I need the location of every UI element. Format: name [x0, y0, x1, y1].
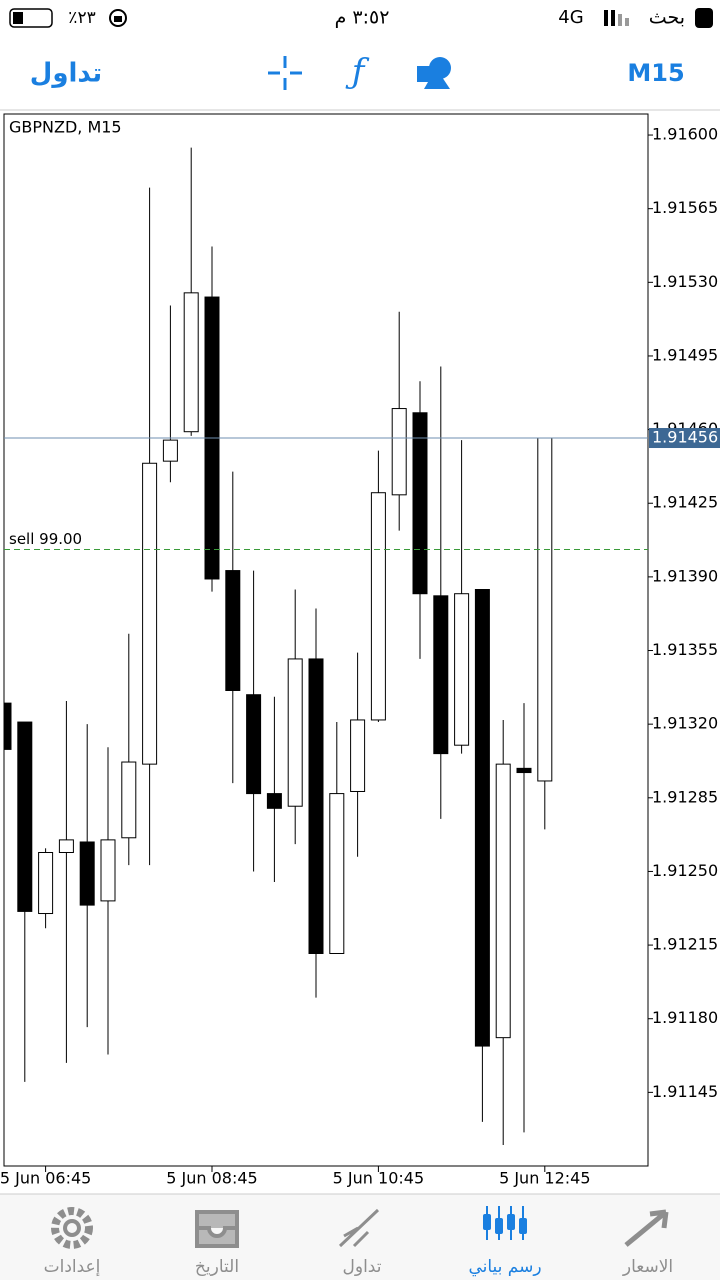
- tab-icon: [624, 1209, 669, 1247]
- y-tick-label: 1.91355: [652, 640, 718, 659]
- battery-percent: ٢٣٪: [68, 8, 95, 28]
- lock-icon: [109, 9, 127, 27]
- tab-icon: [495, 1218, 503, 1234]
- tab-icon: [195, 1210, 239, 1248]
- candle-body: [142, 462, 158, 765]
- y-tick-label: 1.91320: [652, 714, 718, 733]
- carrier: بحث: [649, 7, 685, 29]
- crosshair-button[interactable]: [268, 56, 302, 90]
- tab-label[interactable]: تداول: [343, 1257, 382, 1277]
- y-tick-label: 1.91180: [652, 1008, 718, 1027]
- clock: ٣:٥٢ م: [335, 7, 390, 29]
- x-tick-label: 5 Jun 06:45: [0, 1169, 91, 1188]
- candle-body: [17, 721, 33, 912]
- candle-body: [38, 852, 54, 915]
- tab-label[interactable]: الاسعار: [622, 1257, 673, 1277]
- candle-body: [58, 839, 74, 854]
- candle-body: [100, 839, 116, 902]
- y-tick-label: 1.91530: [652, 272, 718, 291]
- tab-icon: [338, 1208, 380, 1248]
- y-tick-label: 1.91390: [652, 566, 718, 585]
- candle-body: [183, 292, 199, 433]
- x-tick-label: 5 Jun 10:45: [333, 1169, 424, 1188]
- objects-button[interactable]: [417, 57, 451, 89]
- app-icon: [695, 8, 713, 28]
- candle-body: [391, 408, 407, 496]
- y-tick-label: 1.91250: [652, 861, 718, 880]
- network: 4G: [558, 7, 583, 28]
- candle-body: [350, 719, 366, 792]
- candle-body: [516, 767, 532, 774]
- y-tick-label: 1.91215: [652, 935, 718, 954]
- chart-title: GBPNZD, M15: [9, 118, 122, 137]
- candle-body: [454, 593, 470, 746]
- candle-body: [266, 793, 282, 809]
- x-tick-label: 5 Jun 08:45: [166, 1169, 257, 1188]
- candle-body: [246, 694, 262, 795]
- timeframe-button[interactable]: M15: [627, 59, 684, 87]
- tab-label[interactable]: رسم بياني: [468, 1257, 541, 1277]
- tab-icon: [519, 1218, 527, 1234]
- y-tick-label: 1.91425: [652, 493, 718, 512]
- candle-body: [537, 437, 553, 782]
- candle-body: [370, 492, 386, 721]
- candle-body: [121, 761, 137, 839]
- tab-icon: [67, 1223, 77, 1233]
- x-tick-label: 5 Jun 12:45: [499, 1169, 590, 1188]
- y-tick-label: 1.91600: [652, 125, 718, 144]
- tab-icon: [51, 1207, 93, 1249]
- tabs: الاسعار رسم بياني تداول التاريخ إعدادات: [44, 1206, 673, 1277]
- y-tick-label: 1.91565: [652, 198, 718, 217]
- candle-body: [287, 658, 303, 807]
- candle-body: [412, 412, 428, 595]
- candle-body: [433, 595, 449, 755]
- battery: [9, 8, 53, 28]
- candle-body: [79, 841, 95, 906]
- current-price-box: [649, 428, 720, 449]
- y-tick-label: 1.91495: [652, 345, 718, 364]
- chart: GBPNZD, M15 1.91600 1.91565 1.91530 1.91495 1…: [0, 113, 720, 1188]
- tab-icon: [507, 1214, 515, 1230]
- trade-button[interactable]: تداول: [30, 59, 102, 89]
- y-tick-label: 1.91285: [652, 787, 718, 806]
- tab-icon: [483, 1214, 491, 1230]
- candle-body: [308, 658, 324, 954]
- y-tick-label: 1.91145: [652, 1082, 718, 1101]
- signal: [604, 10, 629, 26]
- candle-body: [3, 702, 12, 750]
- current-price-label: 1.91456: [652, 428, 718, 447]
- sell-label: sell 99.00: [9, 530, 82, 548]
- tab-bar: [0, 1194, 720, 1280]
- candle-body: [495, 763, 511, 1039]
- candle-body: [162, 439, 178, 462]
- tab-label[interactable]: التاريخ: [195, 1257, 239, 1277]
- candle-body: [225, 570, 241, 691]
- tab-label[interactable]: إعدادات: [44, 1257, 101, 1277]
- candle-body: [329, 793, 345, 954]
- candle-body: [474, 589, 490, 1047]
